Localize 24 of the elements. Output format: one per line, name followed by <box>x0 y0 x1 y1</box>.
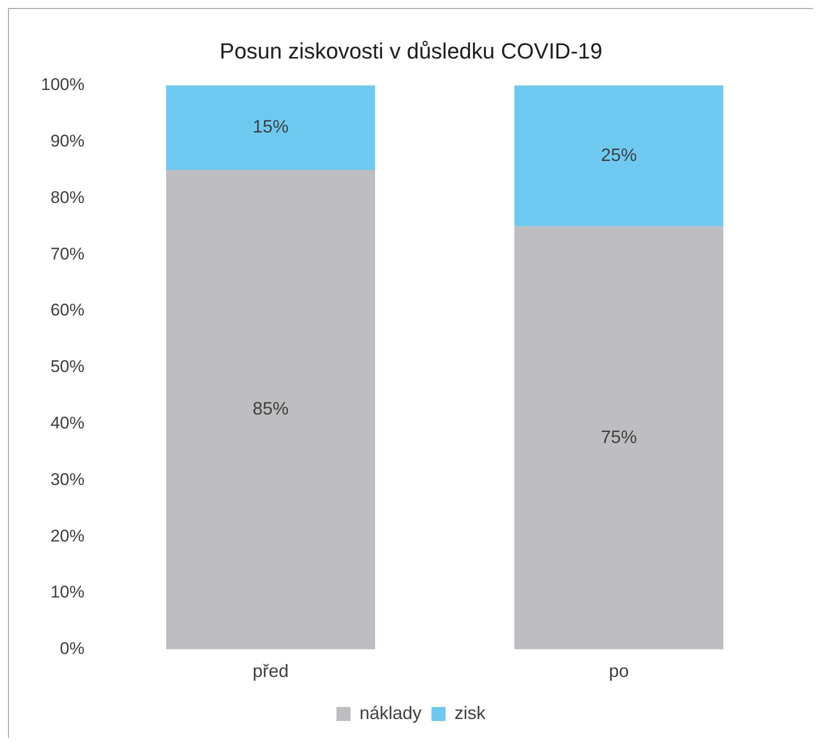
bar <box>166 170 376 650</box>
y-tick-label: 50% <box>50 357 84 376</box>
y-tick-label: 100% <box>40 75 84 94</box>
legend-label: náklady <box>359 702 422 723</box>
y-tick-label: 60% <box>50 300 84 320</box>
data-label: 75% <box>600 426 637 447</box>
data-label: 85% <box>252 398 289 419</box>
y-tick-label: 0% <box>60 639 84 658</box>
bar <box>514 226 724 650</box>
chart-title: Posun ziskovosti v důsledku COVID-19 <box>220 38 602 64</box>
legend-label: zisk <box>454 702 487 723</box>
data-label: 25% <box>600 144 637 165</box>
y-tick-label: 10% <box>50 582 84 602</box>
y-tick-label: 20% <box>50 526 84 546</box>
y-tick-label: 30% <box>50 470 84 489</box>
x-tick-label: před <box>252 661 289 682</box>
bar <box>514 85 724 226</box>
y-tick-label: 40% <box>50 413 84 432</box>
data-label: 15% <box>252 116 289 137</box>
bar <box>166 85 376 170</box>
y-tick-label: 90% <box>50 131 84 150</box>
x-tick-label: po <box>608 661 629 682</box>
y-tick-label: 80% <box>50 188 84 207</box>
y-tick-label: 70% <box>50 244 84 264</box>
